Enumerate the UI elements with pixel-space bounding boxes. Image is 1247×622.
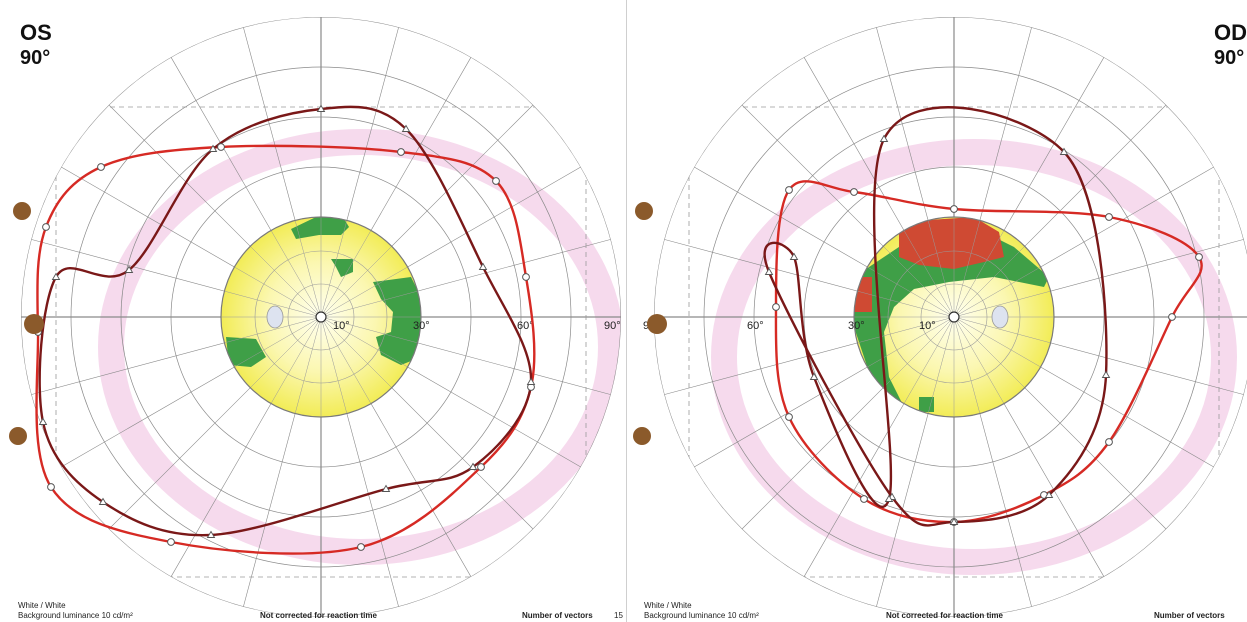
os-stimulus-text: White / White: [18, 601, 66, 610]
left_panel-isopter-point: [124, 265, 134, 273]
left_panel-ring-label: 10°: [333, 320, 350, 332]
left_panel-blind-spot: [266, 305, 284, 329]
left_panel-isopter-point: [206, 530, 216, 538]
left_panel-isopter-point: [208, 144, 218, 152]
left_panel-ring-label: 90°: [604, 320, 621, 332]
right_panel-isopter-dark: [763, 106, 1108, 527]
right_panel-isopter-point: [950, 205, 958, 213]
left_panel-isopter-point: [526, 377, 536, 385]
right_panel-isopter-point: [809, 372, 819, 380]
left_panel-isopter-point: [397, 148, 405, 156]
right_panel-edge-marker: [633, 427, 651, 445]
left_panel-isopter-point: [97, 163, 105, 171]
right_panel-central-ring: [920, 283, 988, 351]
left_panel-central-ring: [287, 283, 355, 351]
right_panel-isopter-point: [772, 303, 780, 311]
right_panel-ring: [753, 116, 1155, 518]
left_panel-isopter-point: [381, 484, 391, 492]
left_panel-edge-marker: [13, 202, 31, 220]
left_panel-isopter-point: [316, 104, 326, 112]
os-luminance-text: Background luminance 10 cd/m²: [18, 611, 133, 620]
right_panel-isopter-point: [789, 252, 799, 260]
right_panel-blind-spot: [991, 305, 1009, 329]
right_panel-isopter-point: [1101, 370, 1111, 378]
right_panel-isopter-point: [879, 134, 889, 142]
left_panel-isopter-point: [478, 262, 488, 270]
panel-divider: [626, 0, 627, 622]
od-visual-field-chart: 10° 30° 60° 90°: [633, 17, 1247, 617]
left_panel-defect-area: [373, 277, 421, 365]
left_panel-isopter-point: [98, 497, 108, 505]
right_panel-isopter-point: [1059, 147, 1069, 155]
left_panel-fixation-point: [315, 311, 327, 323]
right_panel-edge-marker: [647, 314, 667, 334]
right_panel-ring: [703, 66, 1205, 568]
left_panel-isopter-point: [468, 462, 478, 470]
right_panel-defect-area: [899, 217, 1004, 269]
od-vectors-label: Number of vectors: [1154, 611, 1225, 620]
left_panel-isopter-point: [357, 543, 365, 551]
left_panel-isopter-point: [401, 124, 411, 132]
right_panel-ring: [803, 166, 1105, 468]
right_panel-isopter-point: [1195, 253, 1203, 261]
left_panel-pink-band: [98, 129, 621, 565]
od-luminance-text: Background luminance 10 cd/m²: [644, 611, 759, 620]
right_panel-isopter-point: [884, 494, 894, 502]
left_panel-defect-area: [226, 337, 266, 367]
left_panel-defect-area: [291, 217, 349, 239]
left_panel-isopter-point: [477, 463, 485, 471]
left_panel-central-ring: [254, 250, 388, 384]
od-degree-label: 90°: [1214, 47, 1245, 69]
left_panel-ring: [170, 166, 472, 468]
left_panel-isopter-point: [38, 417, 48, 425]
left_panel-isopter-red: [35, 144, 536, 555]
right_panel-isopter-point: [949, 517, 959, 525]
right_panel-ring-label: 10°: [919, 320, 936, 332]
left_panel-isopter-point: [217, 143, 225, 151]
left_panel-central-border: [220, 216, 422, 418]
os-vectors-value: 15: [614, 611, 623, 620]
right_panel-fixation-point: [948, 311, 960, 323]
right_panel-isopter-point: [860, 495, 868, 503]
right_panel-ring-label: 30°: [848, 320, 865, 332]
left_panel-defect-area: [331, 259, 353, 277]
left_panel-ring: [120, 116, 522, 518]
od-correction-text: Not corrected for reaction time: [886, 611, 1003, 620]
os-correction-text: Not corrected for reaction time: [260, 611, 377, 620]
right_panel-isopter-point: [1044, 490, 1054, 498]
od-eye-label: OD: [1214, 20, 1247, 45]
right_panel-edge-marker: [635, 202, 653, 220]
left_panel-ring-label: 30°: [413, 320, 430, 332]
left_panel-isopter-point: [42, 223, 50, 231]
left_panel-isopter-point: [167, 538, 175, 546]
left_panel-ring: [70, 66, 572, 568]
left_panel-isopter-point: [492, 177, 500, 185]
right_panel-isopter-point: [1105, 438, 1113, 446]
right_panel-isopter-point: [785, 186, 793, 194]
left_panel-edge-marker: [24, 314, 44, 334]
left_panel-edge-marker: [9, 427, 27, 445]
left_panel-isopter-point: [47, 483, 55, 491]
right_panel-ring-label: 60°: [747, 320, 764, 332]
right_panel-central-border: [853, 216, 1055, 418]
os-degree-label: 90°: [20, 47, 51, 69]
os-eye-label: OS: [20, 20, 52, 45]
os-vectors-label: Number of vectors: [522, 611, 593, 620]
right_panel-isopter-point: [1168, 313, 1176, 321]
right_panel-isopter-point: [785, 413, 793, 421]
left_panel-ring-label: 60°: [517, 320, 534, 332]
right_panel-pink-band: [711, 139, 1237, 575]
od-stimulus-text: White / White: [644, 601, 692, 610]
right_panel-central-ring: [887, 250, 1021, 384]
right_panel-isopter-point: [1105, 213, 1113, 221]
left_panel-isopter-point: [51, 272, 61, 280]
right_panel-isopter-point: [764, 267, 774, 275]
left_panel-isopter-point: [522, 273, 530, 281]
os-visual-field-chart: 10° 30° 60° 90°: [9, 17, 621, 617]
right_panel-isopter-point: [850, 188, 858, 196]
right_panel-defect-area: [919, 397, 934, 412]
